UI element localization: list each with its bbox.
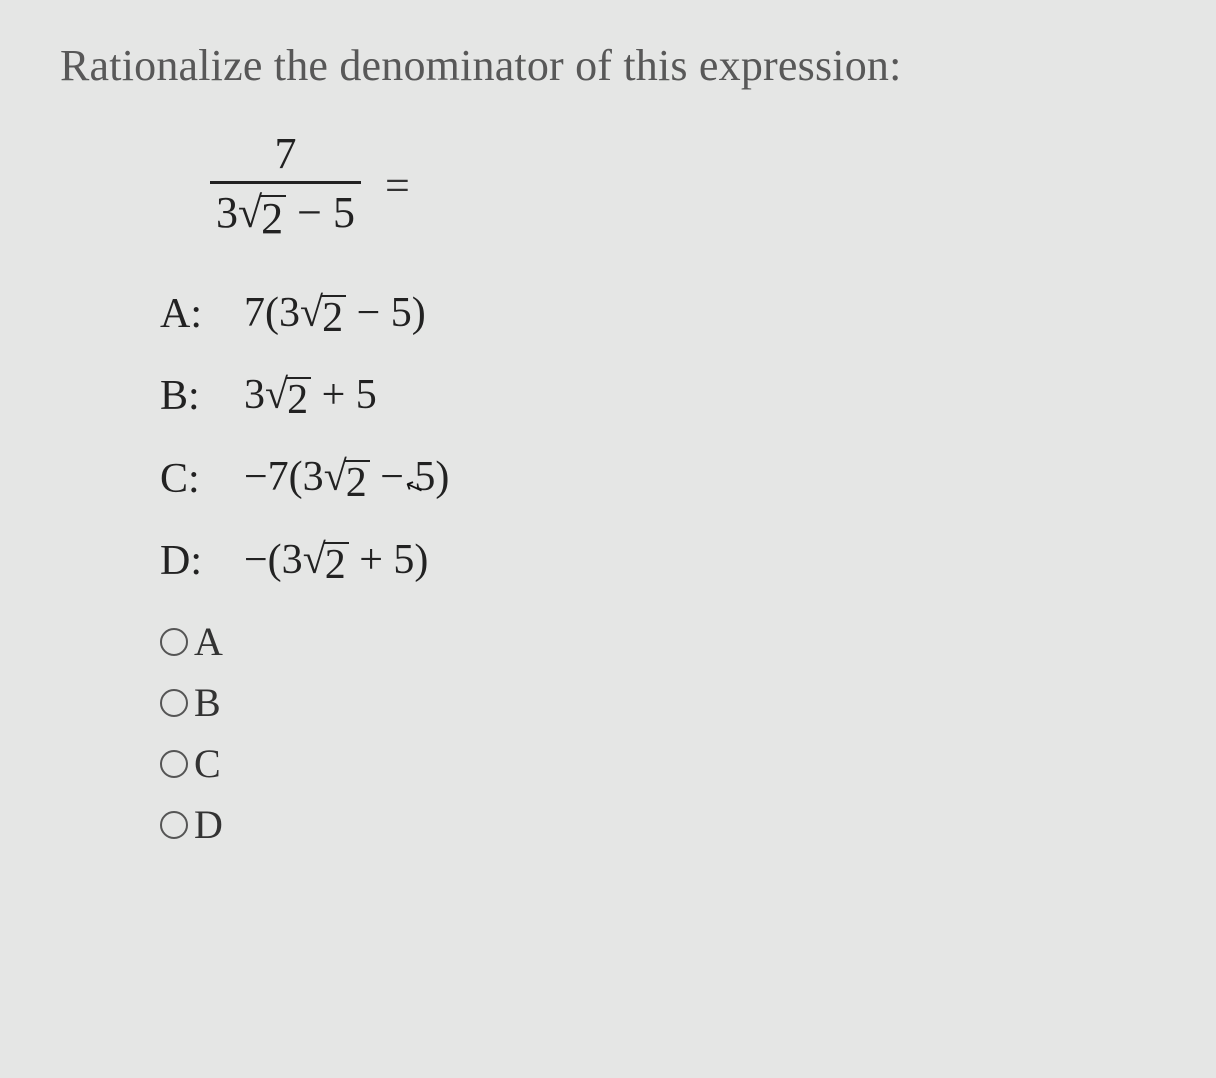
- radio-circle-icon: [160, 689, 188, 717]
- radical-sign: √: [300, 292, 323, 334]
- radical-sign: √: [303, 539, 326, 581]
- expression-block: 7 3√2 − 5 =: [210, 131, 1156, 241]
- choice-c-row: C: −7(3√2 − 5): [160, 453, 1156, 503]
- radio-circle-icon: [160, 811, 188, 839]
- denom-coeff: 3: [216, 188, 238, 237]
- radio-circle-icon: [160, 750, 188, 778]
- choice-c-prefix: −7(3: [244, 454, 324, 500]
- choice-a-radicand: 2: [321, 295, 346, 339]
- radio-d-label: D: [194, 801, 223, 848]
- question-prompt: Rationalize the denominator of this expr…: [60, 40, 1156, 91]
- choices-list: A: 7(3√2 − 5) B: 3√2 + 5 C: −7(3√2 − 5) …: [160, 289, 1156, 586]
- radio-option-b[interactable]: B: [160, 679, 1156, 726]
- choice-c-sqrt: √2: [324, 456, 370, 503]
- choice-c-label: C:: [160, 455, 244, 503]
- denom-radicand: 2: [260, 195, 286, 241]
- choice-b-prefix: 3: [244, 372, 265, 418]
- radio-a-label: A: [194, 618, 223, 665]
- choice-b-radicand: 2: [286, 377, 311, 421]
- choice-d-label: D:: [160, 537, 244, 585]
- choice-b-expression: 3√2 + 5: [244, 371, 377, 421]
- radio-c-label: C: [194, 740, 221, 787]
- choice-d-expression: −(3√2 + 5): [244, 536, 428, 586]
- radio-circle-icon: [160, 628, 188, 656]
- fraction-numerator: 7: [266, 131, 304, 181]
- choice-a-label: A:: [160, 290, 244, 338]
- choice-a-expression: 7(3√2 − 5): [244, 289, 426, 339]
- choice-c-suffix: − 5): [370, 454, 450, 500]
- fraction: 7 3√2 − 5: [210, 131, 361, 241]
- radio-option-a[interactable]: A: [160, 618, 1156, 665]
- radio-option-c[interactable]: C: [160, 740, 1156, 787]
- choice-d-suffix: + 5): [349, 537, 429, 583]
- choice-b-label: B:: [160, 372, 244, 420]
- choice-a-sqrt: √2: [300, 292, 346, 339]
- fraction-denominator: 3√2 − 5: [210, 184, 361, 241]
- answer-radio-group: A B C D: [160, 618, 1156, 848]
- choice-d-row: D: −(3√2 + 5): [160, 536, 1156, 586]
- choice-a-suffix: − 5): [346, 290, 426, 336]
- choice-b-row: B: 3√2 + 5: [160, 371, 1156, 421]
- radical-sign: √: [324, 456, 347, 498]
- radio-b-label: B: [194, 679, 221, 726]
- choice-a-row: A: 7(3√2 − 5): [160, 289, 1156, 339]
- choice-d-prefix: −(3: [244, 537, 303, 583]
- radio-option-d[interactable]: D: [160, 801, 1156, 848]
- choice-c-radicand: 2: [345, 460, 370, 504]
- denom-sqrt: √2: [238, 191, 286, 241]
- choice-d-radicand: 2: [324, 542, 349, 586]
- radical-sign: √: [238, 191, 262, 235]
- equals-sign: =: [385, 160, 410, 211]
- choice-b-sqrt: √2: [265, 374, 311, 421]
- denom-tail: − 5: [286, 188, 355, 237]
- choice-d-sqrt: √2: [303, 539, 349, 586]
- choice-c-expression: −7(3√2 − 5): [244, 453, 449, 503]
- radical-sign: √: [265, 374, 288, 416]
- choice-a-prefix: 7(3: [244, 290, 300, 336]
- choice-b-suffix: + 5: [311, 372, 377, 418]
